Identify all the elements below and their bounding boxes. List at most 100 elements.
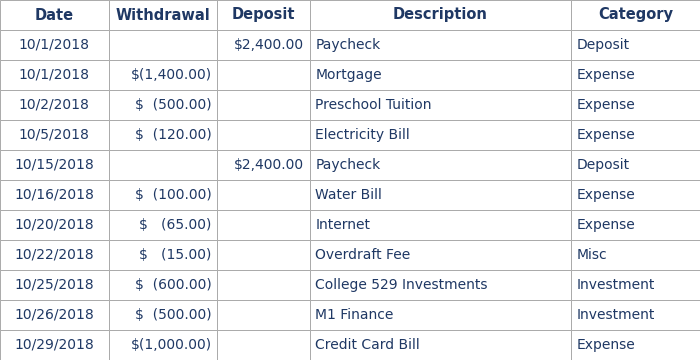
Bar: [0, 0, 108, 30]
Bar: [310, 150, 571, 180]
Bar: [571, 60, 700, 90]
Text: M1 Finance: M1 Finance: [316, 308, 393, 322]
Text: Deposit: Deposit: [577, 158, 630, 172]
Text: Paycheck: Paycheck: [316, 158, 381, 172]
Text: Expense: Expense: [577, 98, 636, 112]
Bar: [0, 240, 108, 270]
Bar: [0, 90, 108, 120]
Bar: [310, 270, 571, 300]
Text: Description: Description: [393, 8, 488, 22]
Text: $  (500.00): $ (500.00): [135, 308, 211, 322]
Bar: [310, 120, 571, 150]
Bar: [571, 30, 700, 60]
Text: Date: Date: [35, 8, 74, 22]
Bar: [217, 90, 310, 120]
Bar: [217, 0, 310, 30]
Text: Paycheck: Paycheck: [316, 38, 381, 52]
Text: $   (65.00): $ (65.00): [139, 218, 211, 232]
Bar: [0, 270, 108, 300]
Bar: [0, 300, 108, 330]
Bar: [571, 180, 700, 210]
Bar: [310, 300, 571, 330]
Bar: [217, 300, 310, 330]
Text: Credit Card Bill: Credit Card Bill: [316, 338, 420, 352]
Text: Preschool Tuition: Preschool Tuition: [316, 98, 432, 112]
Text: Expense: Expense: [577, 218, 636, 232]
Text: 10/5/2018: 10/5/2018: [19, 128, 90, 142]
Text: Internet: Internet: [316, 218, 370, 232]
Text: Electricity Bill: Electricity Bill: [316, 128, 410, 142]
Text: 10/1/2018: 10/1/2018: [19, 68, 90, 82]
Text: Investment: Investment: [577, 308, 655, 322]
Text: Withdrawal: Withdrawal: [116, 8, 210, 22]
Bar: [571, 270, 700, 300]
Bar: [108, 120, 217, 150]
Bar: [571, 240, 700, 270]
Text: $2,400.00: $2,400.00: [234, 158, 304, 172]
Bar: [0, 180, 108, 210]
Bar: [108, 90, 217, 120]
Text: $(1,000.00): $(1,000.00): [130, 338, 211, 352]
Bar: [108, 210, 217, 240]
Text: 10/20/2018: 10/20/2018: [15, 218, 94, 232]
Text: Water Bill: Water Bill: [316, 188, 382, 202]
Bar: [310, 210, 571, 240]
Text: Expense: Expense: [577, 338, 636, 352]
Bar: [0, 120, 108, 150]
Bar: [108, 30, 217, 60]
Bar: [310, 30, 571, 60]
Bar: [108, 270, 217, 300]
Text: Expense: Expense: [577, 128, 636, 142]
Bar: [0, 210, 108, 240]
Bar: [0, 60, 108, 90]
Bar: [310, 0, 571, 30]
Text: Deposit: Deposit: [577, 38, 630, 52]
Text: Category: Category: [598, 8, 673, 22]
Bar: [0, 330, 108, 360]
Bar: [571, 330, 700, 360]
Bar: [217, 210, 310, 240]
Text: Mortgage: Mortgage: [316, 68, 382, 82]
Bar: [217, 180, 310, 210]
Bar: [310, 330, 571, 360]
Bar: [108, 240, 217, 270]
Text: College 529 Investments: College 529 Investments: [316, 278, 488, 292]
Bar: [217, 270, 310, 300]
Text: 10/2/2018: 10/2/2018: [19, 98, 90, 112]
Bar: [217, 150, 310, 180]
Text: $2,400.00: $2,400.00: [234, 38, 304, 52]
Text: $   (15.00): $ (15.00): [139, 248, 211, 262]
Text: Expense: Expense: [577, 188, 636, 202]
Bar: [108, 0, 217, 30]
Text: 10/29/2018: 10/29/2018: [15, 338, 94, 352]
Bar: [217, 120, 310, 150]
Bar: [571, 0, 700, 30]
Text: Overdraft Fee: Overdraft Fee: [316, 248, 411, 262]
Text: 10/16/2018: 10/16/2018: [15, 188, 94, 202]
Text: 10/25/2018: 10/25/2018: [15, 278, 94, 292]
Bar: [217, 60, 310, 90]
Bar: [217, 30, 310, 60]
Bar: [571, 90, 700, 120]
Text: $(1,400.00): $(1,400.00): [130, 68, 211, 82]
Bar: [571, 120, 700, 150]
Text: $  (120.00): $ (120.00): [135, 128, 211, 142]
Bar: [108, 180, 217, 210]
Bar: [217, 240, 310, 270]
Bar: [108, 60, 217, 90]
Bar: [108, 330, 217, 360]
Bar: [108, 150, 217, 180]
Bar: [310, 240, 571, 270]
Bar: [0, 30, 108, 60]
Bar: [217, 330, 310, 360]
Bar: [310, 90, 571, 120]
Text: Expense: Expense: [577, 68, 636, 82]
Text: $  (600.00): $ (600.00): [135, 278, 211, 292]
Bar: [108, 300, 217, 330]
Text: Deposit: Deposit: [232, 8, 295, 22]
Text: $  (500.00): $ (500.00): [135, 98, 211, 112]
Text: $  (100.00): $ (100.00): [135, 188, 211, 202]
Text: Misc: Misc: [577, 248, 608, 262]
Text: 10/1/2018: 10/1/2018: [19, 38, 90, 52]
Bar: [310, 180, 571, 210]
